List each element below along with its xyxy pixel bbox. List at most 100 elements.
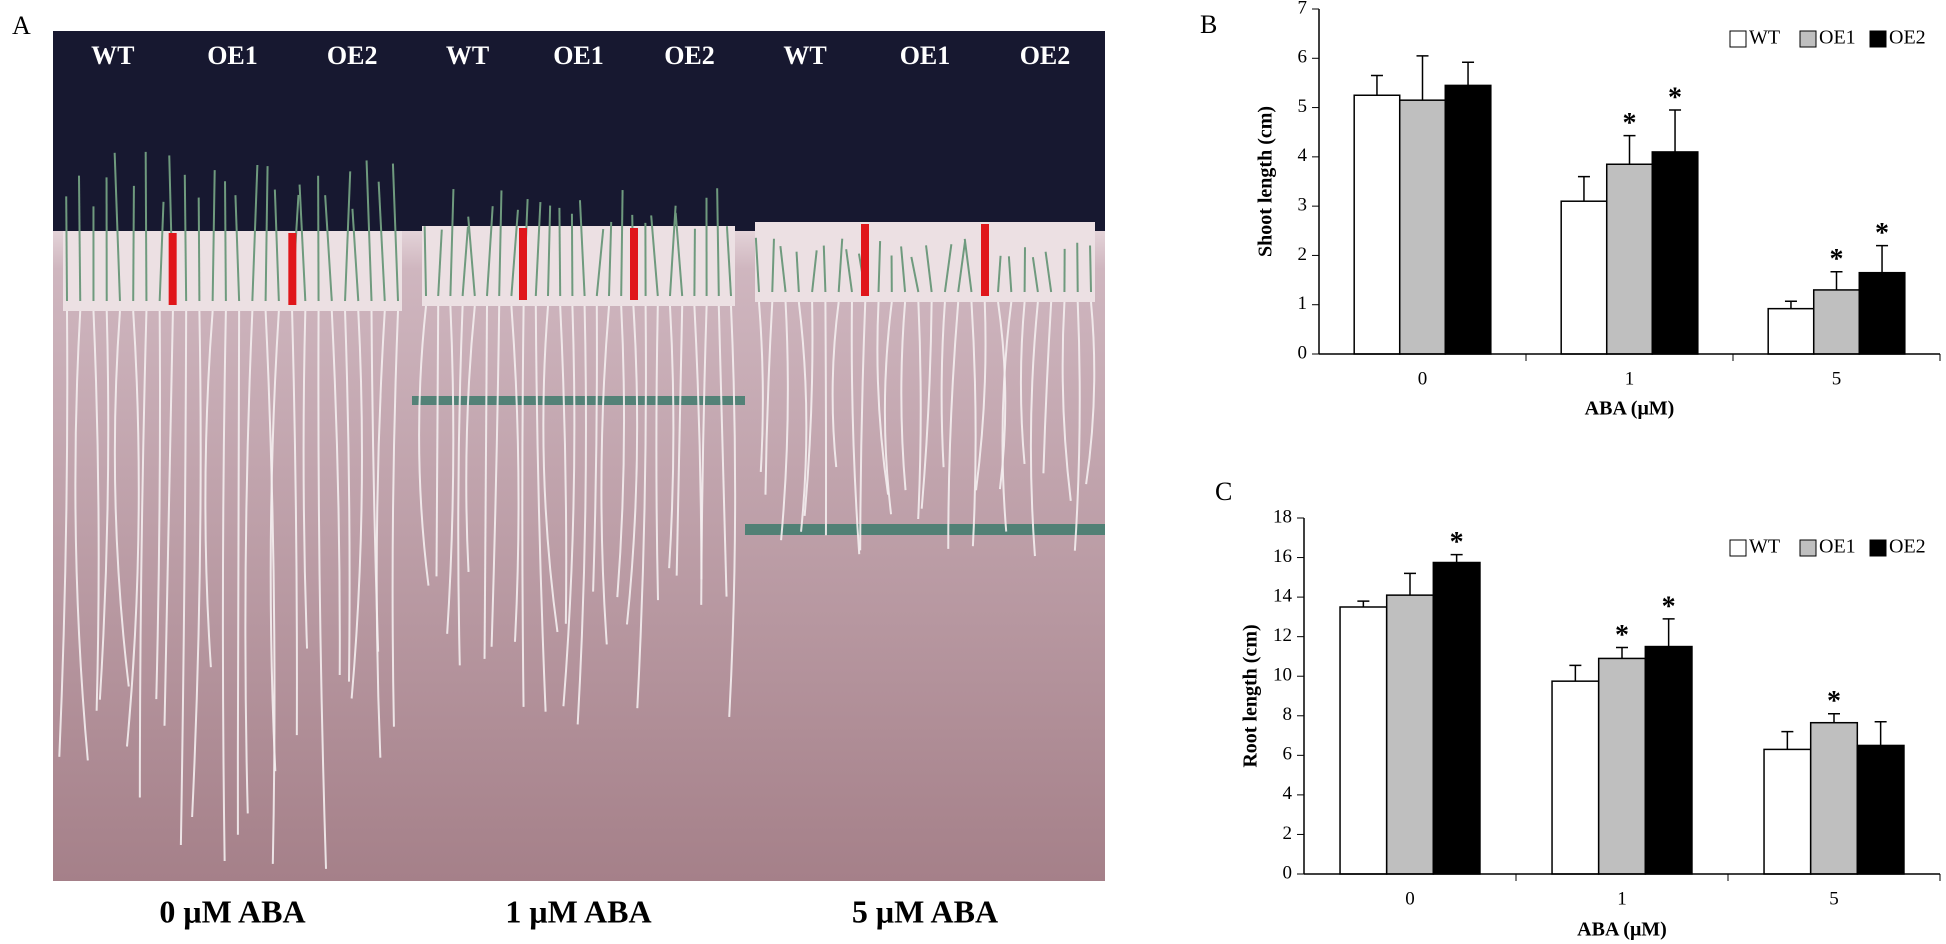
shoot [547,205,552,297]
y-tick-label: 3 [1298,195,1308,216]
shoot [716,188,720,297]
x-tick-label: 5 [1829,888,1839,909]
root [728,305,737,717]
shoot [251,164,259,302]
dark-top [745,31,1105,231]
shoot [132,185,135,302]
root [717,305,728,597]
shoot [351,208,360,302]
shoot [486,206,494,297]
root [797,301,808,532]
error-bar [1669,109,1682,152]
genotype-label: OE1 [207,41,258,70]
shoot [224,181,227,302]
panel-label: B [1200,10,1217,39]
divider-mark [861,224,869,296]
root [1001,301,1013,532]
significance-marker: * [1615,620,1629,651]
bar [1644,645,1693,875]
root [947,301,960,549]
genotype-label: OE2 [1020,41,1071,70]
y-tick-label: 10 [1273,665,1292,686]
root [510,305,520,642]
divider-mark [630,228,638,300]
root [302,310,309,649]
root [920,301,933,509]
legend-swatch [1869,30,1887,48]
y-tick-label: 1 [1298,293,1308,314]
y-tick-label: 16 [1273,546,1292,567]
panel-caption: 5 μM ABA [852,893,998,929]
paper-strip [755,222,1095,302]
root [824,301,828,536]
shoot [822,245,827,293]
root [1042,301,1053,474]
shoot [344,171,352,302]
root [655,305,659,601]
root [1029,301,1039,557]
root [675,305,684,576]
root [970,301,977,547]
shoot [674,212,684,297]
paper-strip [63,231,402,311]
root [850,301,861,555]
root [780,301,789,541]
root [900,301,907,491]
root [465,305,476,572]
root [191,310,202,818]
shoot [957,240,967,293]
root [138,310,148,798]
shoot [264,166,269,302]
shoot [510,209,519,297]
shoot [1031,257,1039,293]
root [1061,301,1072,502]
genotype-label: OE1 [553,41,604,70]
y-tick-label: 0 [1298,342,1308,363]
legend-swatch [1729,30,1747,48]
root [236,310,241,835]
y-axis-title: Shoot length (cm) [1255,106,1277,257]
significance-marker: * [1450,527,1464,558]
root [975,301,987,491]
paper-strip [422,226,735,306]
root [330,310,341,676]
root [391,310,399,727]
y-tick-label: 18 [1273,506,1292,527]
shoot [943,244,953,293]
root [668,305,675,569]
shoot [925,245,933,293]
root [576,305,587,725]
shoot [900,246,907,293]
root [940,301,946,468]
legend-swatch [1869,539,1887,557]
root [859,301,867,551]
shoot [77,175,82,302]
root [74,310,89,761]
root [92,310,100,711]
y-tick-label: 6 [1283,744,1293,765]
shoot [910,256,920,293]
root [559,305,568,624]
genotype-label: WT [446,41,489,70]
shoot [1044,251,1053,293]
error-bar [1784,300,1797,309]
bar [1767,307,1815,355]
legend-swatch [1799,30,1817,48]
root [831,301,840,468]
bar [1353,94,1401,355]
shoot [608,221,613,297]
shoot [211,170,216,302]
green-line [745,524,1105,535]
shoot [1007,256,1013,293]
genotype-label: OE2 [327,41,378,70]
significance-marker: * [1830,244,1844,275]
shoot [578,200,586,297]
y-tick-label: 7 [1298,0,1308,18]
significance-marker: * [1662,591,1676,622]
root [1019,301,1026,464]
root [625,305,639,625]
error-bar [1577,175,1590,202]
root [534,305,547,712]
legend-label: OE1 [1819,536,1856,558]
root [1085,301,1096,485]
